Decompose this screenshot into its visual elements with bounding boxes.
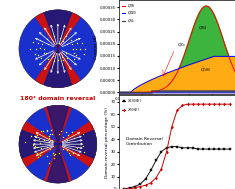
$X_{180}(E)$ bbox=[139, 183, 142, 185]
$X_{90}(E)$ bbox=[202, 103, 205, 105]
$X_{90}(E)$ bbox=[197, 103, 200, 105]
Polygon shape bbox=[43, 10, 73, 49]
$X_{90}(E)$ bbox=[134, 187, 137, 189]
$X_{90}(E)$ bbox=[207, 103, 210, 105]
X-axis label: Time (s): Time (s) bbox=[168, 102, 186, 106]
Polygon shape bbox=[58, 129, 97, 159]
Wedge shape bbox=[35, 10, 80, 49]
$X_{180}(E)$ bbox=[228, 148, 231, 150]
$X_{180}(E)$ bbox=[160, 150, 163, 153]
$X_{90}(E)$ bbox=[128, 188, 131, 189]
$X_{90}(E)$ bbox=[144, 184, 147, 186]
$X_{90}(E)$ bbox=[192, 103, 194, 105]
$X_{180}(E)$ bbox=[123, 188, 126, 189]
$X_{180}(E)$ bbox=[212, 148, 215, 150]
$X_{90}(E)$ bbox=[186, 103, 189, 105]
$X_{180}(E)$ bbox=[128, 187, 131, 189]
Wedge shape bbox=[45, 105, 71, 144]
$X_{90}(E)$ bbox=[160, 168, 163, 170]
$X_{90}(E)$ bbox=[218, 103, 221, 105]
$X_{90}(E)$ bbox=[139, 185, 142, 188]
$X_{180}(E)$ bbox=[207, 148, 210, 150]
$X_{180}(E)$ bbox=[165, 147, 168, 149]
Wedge shape bbox=[58, 122, 97, 167]
Text: $Q_{Cs}$: $Q_{Cs}$ bbox=[177, 42, 186, 49]
$X_{90}(E)$ bbox=[165, 150, 168, 153]
$X_{180}(E)$ bbox=[170, 146, 173, 148]
$X_{180}(E)$ bbox=[218, 148, 221, 150]
$X_{180}(E)$ bbox=[176, 146, 179, 148]
Polygon shape bbox=[47, 105, 69, 144]
$X_{90}(E)$ bbox=[223, 103, 226, 105]
Wedge shape bbox=[35, 49, 80, 88]
Text: $\hat{Q}_{180}$: $\hat{Q}_{180}$ bbox=[200, 65, 212, 74]
Y-axis label: Current (A): Current (A) bbox=[94, 35, 98, 59]
Circle shape bbox=[19, 10, 97, 88]
$X_{90}(E)$ bbox=[123, 188, 126, 189]
Polygon shape bbox=[43, 49, 73, 88]
Text: 180° domain reversal: 180° domain reversal bbox=[20, 96, 95, 101]
Wedge shape bbox=[19, 122, 58, 167]
Circle shape bbox=[19, 105, 97, 183]
$X_{180}(E)$ bbox=[149, 169, 152, 171]
Text: $Q_{84}$: $Q_{84}$ bbox=[198, 25, 207, 32]
Y-axis label: Domain reversal percentage (%): Domain reversal percentage (%) bbox=[105, 107, 109, 178]
$X_{180}(E)$ bbox=[197, 148, 200, 150]
$X_{180}(E)$ bbox=[181, 147, 184, 149]
$X_{180}(E)$ bbox=[134, 185, 137, 188]
$X_{180}(E)$ bbox=[155, 159, 157, 161]
Wedge shape bbox=[45, 144, 71, 183]
$X_{90}(E)$ bbox=[181, 104, 184, 107]
Polygon shape bbox=[19, 129, 58, 159]
Line: $X_{180}(E)$: $X_{180}(E)$ bbox=[123, 146, 231, 189]
$X_{180}(E)$ bbox=[202, 148, 205, 150]
$X_{180}(E)$ bbox=[186, 147, 189, 149]
$X_{90}(E)$ bbox=[212, 103, 215, 105]
$X_{90}(E)$ bbox=[228, 103, 231, 105]
$X_{90}(E)$ bbox=[176, 109, 179, 112]
Legend: $Q_{84}$, $Q_{180}$, $Q_{Cs}$: $Q_{84}$, $Q_{180}$, $Q_{Cs}$ bbox=[120, 1, 138, 27]
$X_{180}(E)$ bbox=[223, 148, 226, 150]
$X_{90}(E)$ bbox=[155, 177, 157, 179]
$X_{90}(E)$ bbox=[170, 125, 173, 128]
Polygon shape bbox=[47, 144, 69, 183]
$X_{180}(E)$ bbox=[144, 178, 147, 180]
$X_{180}(E)$ bbox=[192, 147, 194, 149]
$X_{90}(E)$ bbox=[149, 182, 152, 184]
Line: $X_{90}(E)$: $X_{90}(E)$ bbox=[123, 103, 231, 189]
Legend: $X_{180}(E)$, $X_{90}(E)$: $X_{180}(E)$, $X_{90}(E)$ bbox=[120, 96, 143, 115]
Text: Domain Reversal
Contribution: Domain Reversal Contribution bbox=[126, 137, 163, 146]
